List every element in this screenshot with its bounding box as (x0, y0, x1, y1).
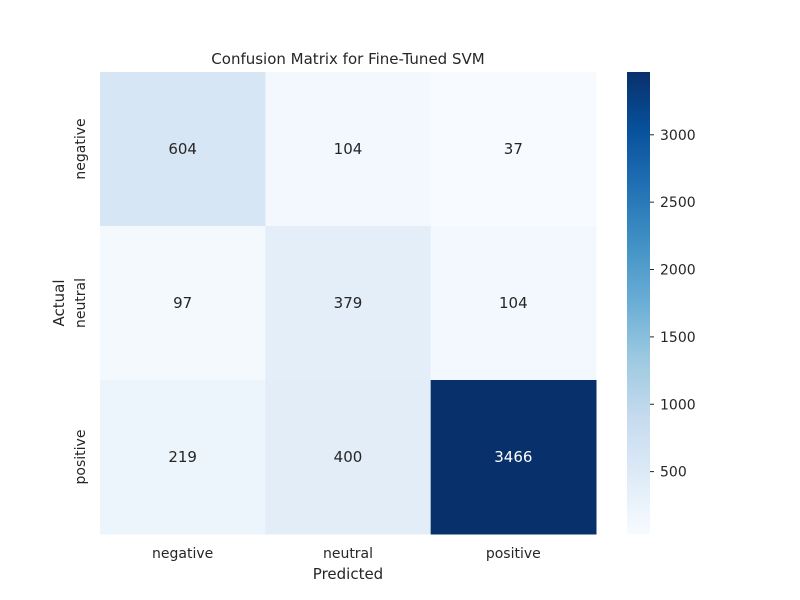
colorbar-tick-label-1000: 1000 (660, 397, 696, 413)
y-tick-label-neutral: neutral (73, 278, 89, 328)
chart-title: Confusion Matrix for Fine-Tuned SVM (211, 50, 484, 68)
heatmap-cell-positive-negative (100, 380, 266, 535)
y-axis-label: Actual (50, 280, 68, 327)
y-tick-label-positive: positive (73, 430, 89, 485)
y-tick-label-negative: negative (73, 118, 89, 179)
cell-value-neutral-negative: 97 (173, 294, 192, 312)
x-axis-ticks: negative neutral positive (152, 546, 541, 562)
colorbar-tick-label-500: 500 (660, 465, 687, 481)
heatmap-cell-neutral-negative (100, 226, 266, 381)
heatmap-cells: 604 104 37 97 379 104 219 400 3466 (100, 72, 597, 535)
colorbar-tick-label-3000: 3000 (660, 128, 696, 144)
x-tick-label-negative: negative (152, 546, 213, 562)
colorbar: 500 1000 1500 2000 2500 3000 (627, 72, 696, 534)
cell-value-negative-neutral: 104 (334, 140, 363, 158)
x-tick-label-positive: positive (486, 546, 541, 562)
colorbar-tick-label-1500: 1500 (660, 330, 696, 346)
cell-value-positive-negative: 219 (168, 448, 197, 466)
colorbar-tick-label-2500: 2500 (660, 195, 696, 211)
heatmap-cell-negative-negative (100, 72, 266, 227)
heatmap-cell-negative-neutral (265, 72, 432, 227)
colorbar-ticks: 500 1000 1500 2000 2500 3000 (650, 128, 696, 481)
heatmap-cell-positive-positive (430, 380, 597, 535)
heatmap-cell-negative-positive (430, 72, 597, 227)
heatmap-cell-neutral-neutral (265, 226, 432, 381)
heatmap-cell-neutral-positive (430, 226, 597, 381)
heatmap-cell-positive-neutral (265, 380, 432, 535)
y-axis-ticks: negative neutral positive (73, 118, 89, 484)
cell-value-negative-positive: 37 (504, 140, 523, 158)
x-axis-label: Predicted (313, 565, 383, 583)
cell-value-neutral-neutral: 379 (334, 294, 363, 312)
cell-value-positive-neutral: 400 (334, 448, 363, 466)
cell-value-neutral-positive: 104 (499, 294, 528, 312)
x-tick-label-neutral: neutral (323, 546, 373, 562)
colorbar-tick-label-2000: 2000 (660, 263, 696, 279)
colorbar-gradient (627, 72, 650, 534)
cell-value-negative-negative: 604 (168, 140, 197, 158)
cell-value-positive-positive: 3466 (494, 448, 532, 466)
